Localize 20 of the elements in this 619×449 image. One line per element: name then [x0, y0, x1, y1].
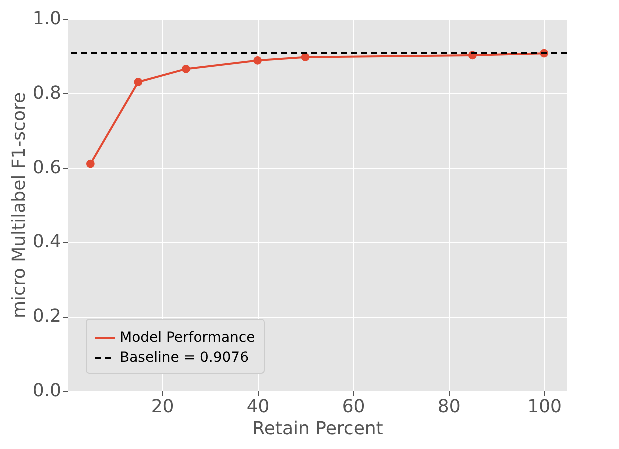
point [301, 53, 310, 62]
point [182, 65, 190, 74]
x-tick-label: 80 [438, 396, 461, 418]
y-tick-label: 0.0 [32, 380, 62, 402]
x-axis-title: Retain Percent [252, 418, 384, 440]
x-tick-label: 40 [246, 396, 270, 418]
y-axis-title: micro Multilabel F1-score [8, 92, 30, 319]
legend-label: Model Performance [120, 330, 256, 346]
x-tick-label: 100 [528, 396, 562, 418]
point [134, 78, 143, 86]
x-tick-label: 20 [151, 396, 174, 418]
y-tick-label: 0.6 [32, 157, 62, 178]
y-tick-label: 0.4 [32, 232, 62, 253]
y-tick-label: 1.0 [32, 8, 62, 30]
y-tick-label: 0.2 [32, 306, 62, 328]
point [254, 56, 262, 65]
legend-label: Baseline = 0.9076 [120, 350, 250, 366]
point [86, 160, 95, 168]
y-tick-label: 0.8 [32, 82, 62, 104]
x-tick-label: 60 [342, 396, 366, 418]
